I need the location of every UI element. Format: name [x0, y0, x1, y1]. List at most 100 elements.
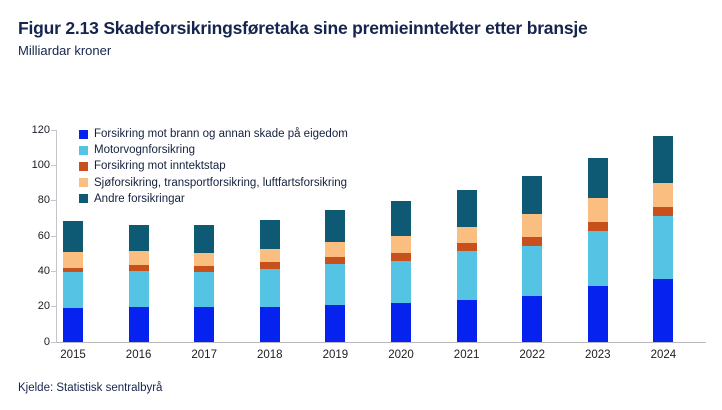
legend-label: Forsikring mot brann og annan skade på e… [94, 128, 348, 141]
legend-swatch-icon [79, 178, 88, 188]
bar-segment-2017 [194, 224, 215, 253]
bar-2017 [194, 224, 215, 342]
x-tick-label-2017: 2017 [191, 349, 217, 361]
bar-segment-2024 [653, 206, 674, 216]
figure-subtitle: Milliardar kroner [18, 43, 112, 58]
bar-segment-2018 [259, 220, 280, 250]
legend-item: Andre forsikringar [79, 191, 348, 207]
bar-segment-2024 [653, 183, 674, 207]
legend-item: Sjøforsikring, transportforsikring, luft… [79, 175, 348, 191]
x-tick-label-2019: 2019 [322, 349, 349, 361]
bar-segment-2021 [456, 299, 477, 342]
bar-segment-2020 [391, 200, 411, 237]
y-tick-label-40: 40 [37, 264, 50, 277]
y-tick-label-0: 0 [43, 335, 50, 348]
bar-segment-2016 [128, 265, 149, 272]
y-tick-100 [51, 164, 56, 166]
legend-item: Forsikring mot inntektstap [79, 158, 348, 174]
legend-label: Andre forsikringar [94, 192, 185, 205]
bar-segment-2020 [391, 303, 411, 342]
y-axis-line [56, 130, 57, 342]
bar-segment-2019 [325, 304, 346, 342]
bar-segment-2015 [63, 251, 83, 268]
x-tick-label-2024: 2024 [650, 349, 677, 361]
bar-segment-2016 [128, 251, 149, 266]
x-tick-label-2015: 2015 [60, 349, 86, 361]
bar-segment-2017 [194, 252, 215, 267]
bar-2021 [456, 190, 477, 342]
bar-segment-2016 [128, 271, 149, 307]
bar-2024 [653, 136, 674, 342]
y-tick-80 [51, 200, 56, 202]
legend-label: Motorvognforsikring [94, 144, 195, 157]
bar-segment-2021 [456, 243, 477, 252]
y-tick-label-20: 20 [37, 300, 50, 313]
bar-2018 [259, 220, 280, 342]
bar-segment-2023 [587, 230, 608, 287]
bar-segment-2018 [259, 261, 280, 269]
bar-segment-2018 [259, 268, 280, 307]
legend-swatch-icon [79, 145, 88, 155]
y-tick-60 [51, 235, 56, 237]
legend-label: Sjøforsikring, transportforsikring, luft… [94, 176, 348, 189]
legend-swatch-icon [79, 194, 88, 204]
figure-title: Figur 2.13 Skadeforsikringsføretaka sine… [18, 18, 588, 38]
bar-2023 [587, 158, 608, 342]
bar-segment-2019 [325, 210, 346, 243]
bar-segment-2017 [194, 306, 215, 342]
legend-item: Forsikring mot brann og annan skade på e… [79, 126, 348, 142]
bar-2015 [63, 221, 83, 342]
bar-segment-2022 [522, 296, 543, 342]
bar-segment-2021 [456, 251, 477, 300]
bar-2020 [391, 200, 411, 342]
bar-2019 [325, 210, 346, 342]
bar-segment-2019 [325, 257, 346, 265]
x-tick-label-2022: 2022 [519, 349, 545, 361]
bar-segment-2015 [63, 308, 83, 342]
bar-segment-2020 [391, 260, 411, 304]
bar-segment-2016 [128, 225, 149, 252]
bar-segment-2022 [522, 175, 543, 214]
bar-2016 [128, 225, 149, 342]
bar-segment-2021 [456, 227, 477, 244]
x-tick-label-2023: 2023 [585, 349, 611, 361]
bar-segment-2022 [522, 245, 543, 297]
y-tick-label-100: 100 [31, 158, 50, 171]
bar-segment-2018 [259, 249, 280, 262]
bar-segment-2017 [194, 272, 215, 307]
y-tick-label-60: 60 [37, 229, 50, 242]
x-tick-label-2021: 2021 [453, 349, 480, 361]
legend-swatch-icon [79, 161, 88, 171]
source-note: Kjelde: Statistisk sentralbyrå [18, 382, 163, 394]
bar-segment-2019 [325, 264, 346, 305]
bar-segment-2022 [522, 213, 543, 237]
legend-swatch-icon [79, 129, 88, 139]
bar-segment-2017 [194, 266, 215, 273]
bar-segment-2024 [653, 136, 674, 184]
bar-segment-2021 [456, 190, 477, 228]
bar-segment-2023 [587, 198, 608, 222]
bar-segment-2023 [587, 158, 608, 199]
y-tick-0 [51, 341, 56, 343]
y-tick-label-80: 80 [37, 194, 50, 207]
bar-segment-2020 [391, 252, 411, 261]
y-tick-40 [51, 270, 56, 272]
bar-segment-2024 [653, 279, 674, 342]
y-tick-120 [51, 129, 56, 131]
bar-segment-2015 [63, 221, 83, 252]
bar-segment-2023 [587, 221, 608, 231]
y-tick-label-120: 120 [31, 123, 50, 136]
bar-segment-2015 [63, 272, 83, 309]
bar-segment-2015 [63, 267, 83, 273]
x-tick-label-2016: 2016 [125, 349, 152, 361]
bar-segment-2018 [259, 306, 280, 342]
bar-segment-2023 [587, 286, 608, 342]
bar-segment-2022 [522, 236, 543, 246]
bar-segment-2016 [128, 306, 149, 342]
x-axis-line [56, 342, 706, 343]
legend: Forsikring mot brann og annan skade på e… [79, 126, 348, 207]
bar-segment-2024 [653, 215, 674, 280]
bar-segment-2019 [325, 242, 346, 258]
legend-label: Forsikring mot inntektstap [94, 160, 226, 173]
